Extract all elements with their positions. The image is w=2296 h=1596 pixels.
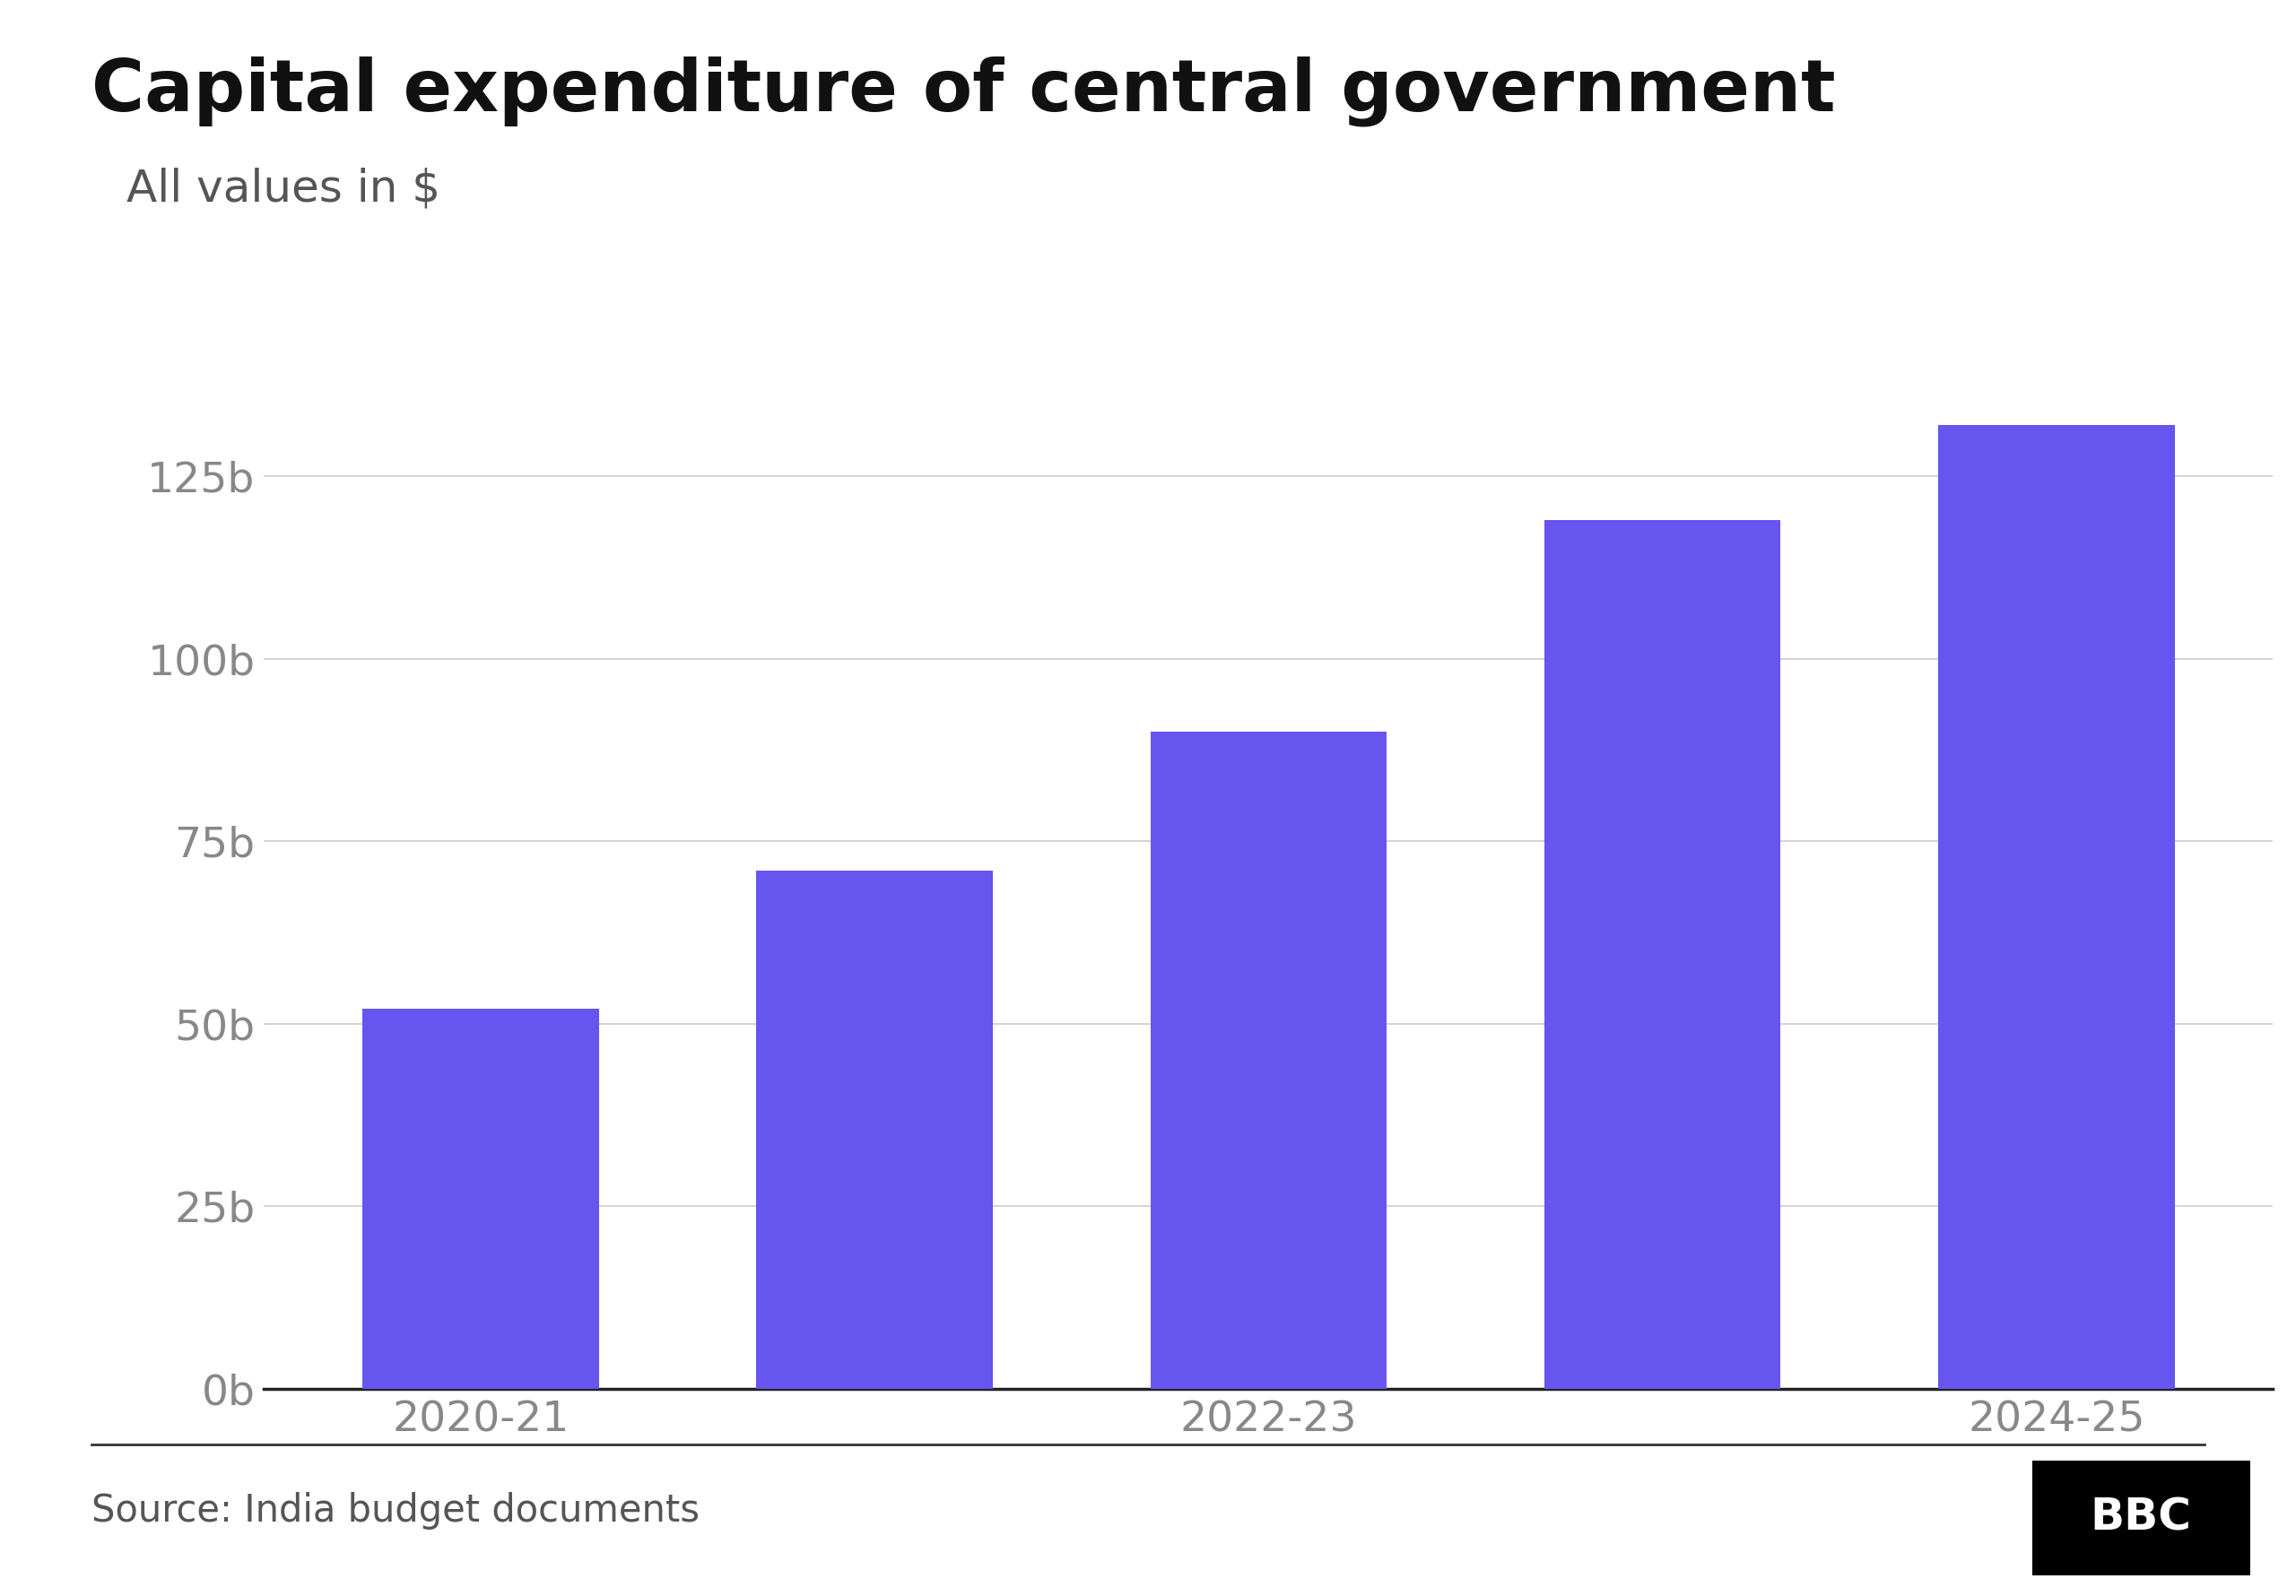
Text: All values in $: All values in $	[126, 168, 441, 211]
Bar	[755, 870, 992, 1389]
Bar	[1150, 733, 1387, 1389]
Bar	[1545, 520, 1782, 1389]
Bar	[363, 1009, 599, 1389]
Bar	[1938, 426, 2174, 1389]
Text: Source: India budget documents: Source: India budget documents	[92, 1492, 700, 1531]
Text: Capital expenditure of central government: Capital expenditure of central governmen…	[92, 56, 1837, 126]
Text: BBC: BBC	[2089, 1497, 2193, 1539]
